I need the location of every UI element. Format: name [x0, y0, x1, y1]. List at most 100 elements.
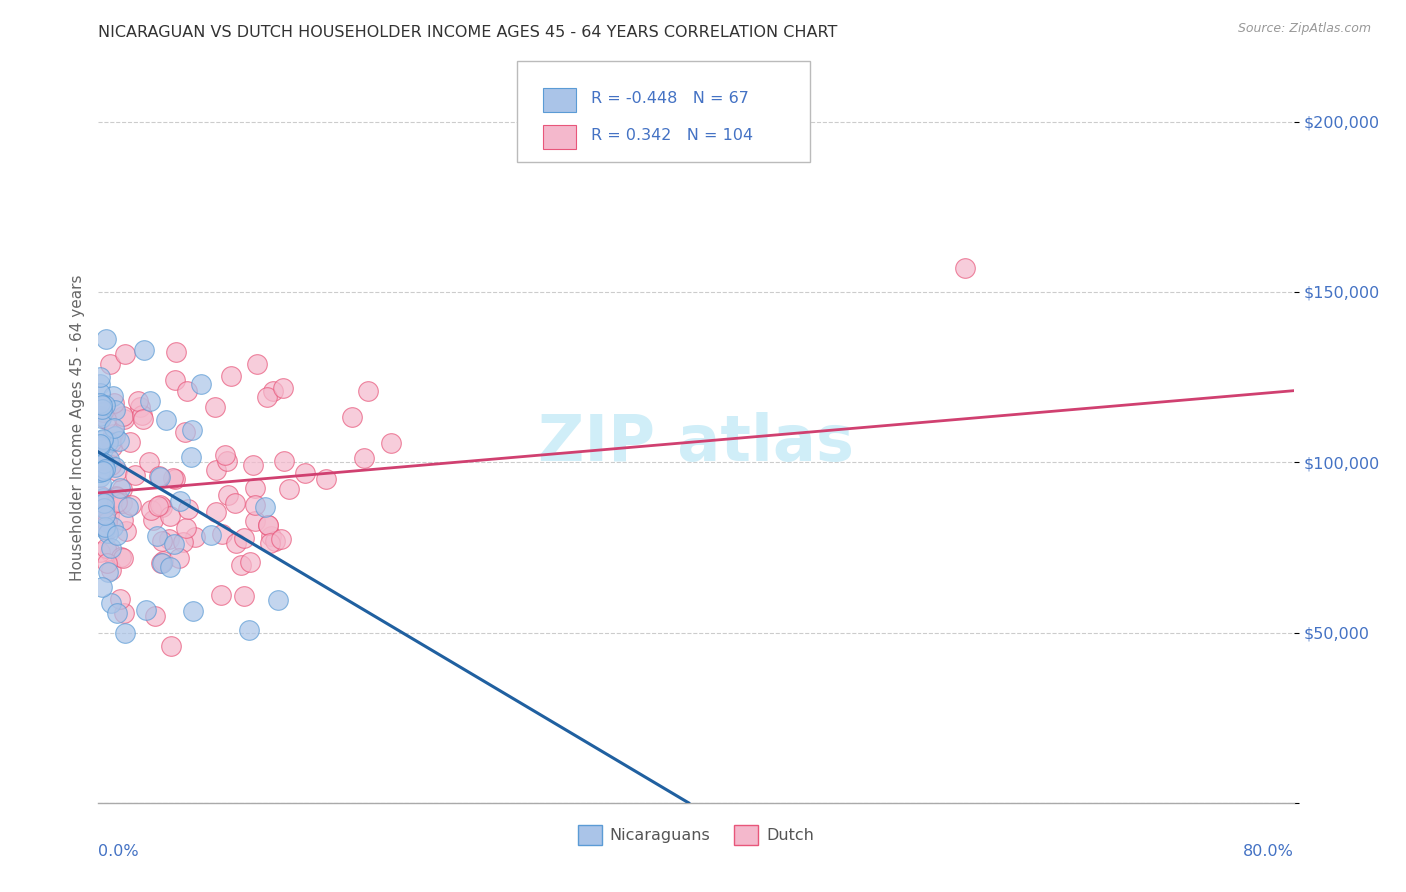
- Point: [217, 488, 239, 502]
- Point: [124, 468, 146, 483]
- Point: [100, 563, 122, 577]
- Point: [256, 517, 278, 532]
- Point: [91, 432, 114, 446]
- Point: [96, 524, 118, 538]
- Point: [159, 639, 181, 653]
- Point: [214, 448, 236, 462]
- Point: [135, 602, 157, 616]
- Point: [205, 463, 228, 477]
- Point: [245, 514, 267, 528]
- Point: [256, 391, 278, 405]
- Point: [112, 607, 135, 621]
- Point: [209, 588, 232, 602]
- Point: [117, 500, 139, 514]
- Y-axis label: Householder Income Ages 45 - 64 years: Householder Income Ages 45 - 64 years: [69, 275, 84, 582]
- Point: [205, 505, 228, 519]
- Point: [243, 481, 266, 495]
- Point: [111, 495, 134, 509]
- Point: [112, 513, 135, 527]
- Point: [127, 393, 149, 408]
- Point: [152, 554, 174, 568]
- Point: [103, 389, 125, 403]
- Point: [224, 496, 246, 510]
- Point: [94, 508, 117, 523]
- Point: [89, 385, 111, 400]
- Point: [115, 524, 138, 538]
- Point: [111, 550, 134, 565]
- Text: 80.0%: 80.0%: [1243, 844, 1294, 859]
- Point: [114, 626, 136, 640]
- Point: [100, 541, 122, 555]
- Text: Source: ZipAtlas.com: Source: ZipAtlas.com: [1237, 22, 1371, 36]
- Point: [105, 495, 128, 509]
- Point: [98, 452, 121, 467]
- Point: [142, 514, 165, 528]
- Point: [110, 549, 132, 564]
- Point: [145, 529, 167, 543]
- Point: [159, 508, 181, 523]
- Point: [91, 433, 114, 447]
- Point: [143, 609, 166, 624]
- Point: [96, 556, 118, 570]
- Bar: [543, 126, 576, 150]
- Point: [262, 384, 284, 398]
- Point: [100, 596, 122, 610]
- Point: [97, 565, 120, 579]
- Point: [271, 381, 294, 395]
- Point: [97, 526, 120, 541]
- Point: [90, 411, 112, 425]
- Point: [315, 472, 337, 486]
- Point: [204, 400, 226, 414]
- Point: [98, 357, 121, 371]
- Point: [166, 345, 188, 359]
- Point: [139, 503, 162, 517]
- Point: [225, 536, 247, 550]
- Point: [97, 435, 120, 450]
- Point: [149, 469, 172, 483]
- Point: [132, 343, 155, 357]
- Point: [100, 458, 122, 472]
- Point: [150, 533, 173, 548]
- Point: [200, 527, 222, 541]
- Point: [89, 439, 111, 453]
- Point: [89, 436, 111, 450]
- Point: [96, 541, 118, 556]
- FancyBboxPatch shape: [517, 61, 810, 162]
- Point: [176, 384, 198, 398]
- Point: [89, 377, 111, 392]
- Point: [91, 457, 114, 471]
- Point: [132, 411, 155, 425]
- Point: [108, 434, 131, 449]
- Point: [128, 401, 150, 415]
- Point: [953, 261, 976, 276]
- Point: [120, 498, 142, 512]
- Text: 0.0%: 0.0%: [98, 844, 139, 859]
- Point: [211, 526, 233, 541]
- Point: [294, 467, 316, 481]
- Point: [91, 405, 114, 419]
- Point: [105, 464, 128, 478]
- Point: [93, 457, 115, 471]
- Point: [93, 461, 115, 475]
- Point: [246, 357, 269, 371]
- Point: [94, 398, 117, 412]
- Point: [149, 557, 172, 571]
- Point: [181, 604, 204, 618]
- Point: [105, 491, 128, 505]
- Bar: [543, 88, 576, 112]
- Point: [91, 442, 114, 456]
- Point: [177, 502, 200, 516]
- Point: [167, 551, 190, 566]
- Point: [239, 555, 262, 569]
- Legend: Nicaraguans, Dutch: Nicaraguans, Dutch: [571, 819, 821, 851]
- Point: [159, 532, 181, 546]
- Point: [266, 592, 288, 607]
- Point: [112, 412, 135, 426]
- Point: [112, 409, 135, 423]
- Point: [89, 396, 111, 410]
- Point: [253, 500, 276, 514]
- Point: [165, 472, 187, 486]
- Point: [169, 494, 191, 508]
- Point: [91, 507, 114, 521]
- Point: [217, 454, 239, 468]
